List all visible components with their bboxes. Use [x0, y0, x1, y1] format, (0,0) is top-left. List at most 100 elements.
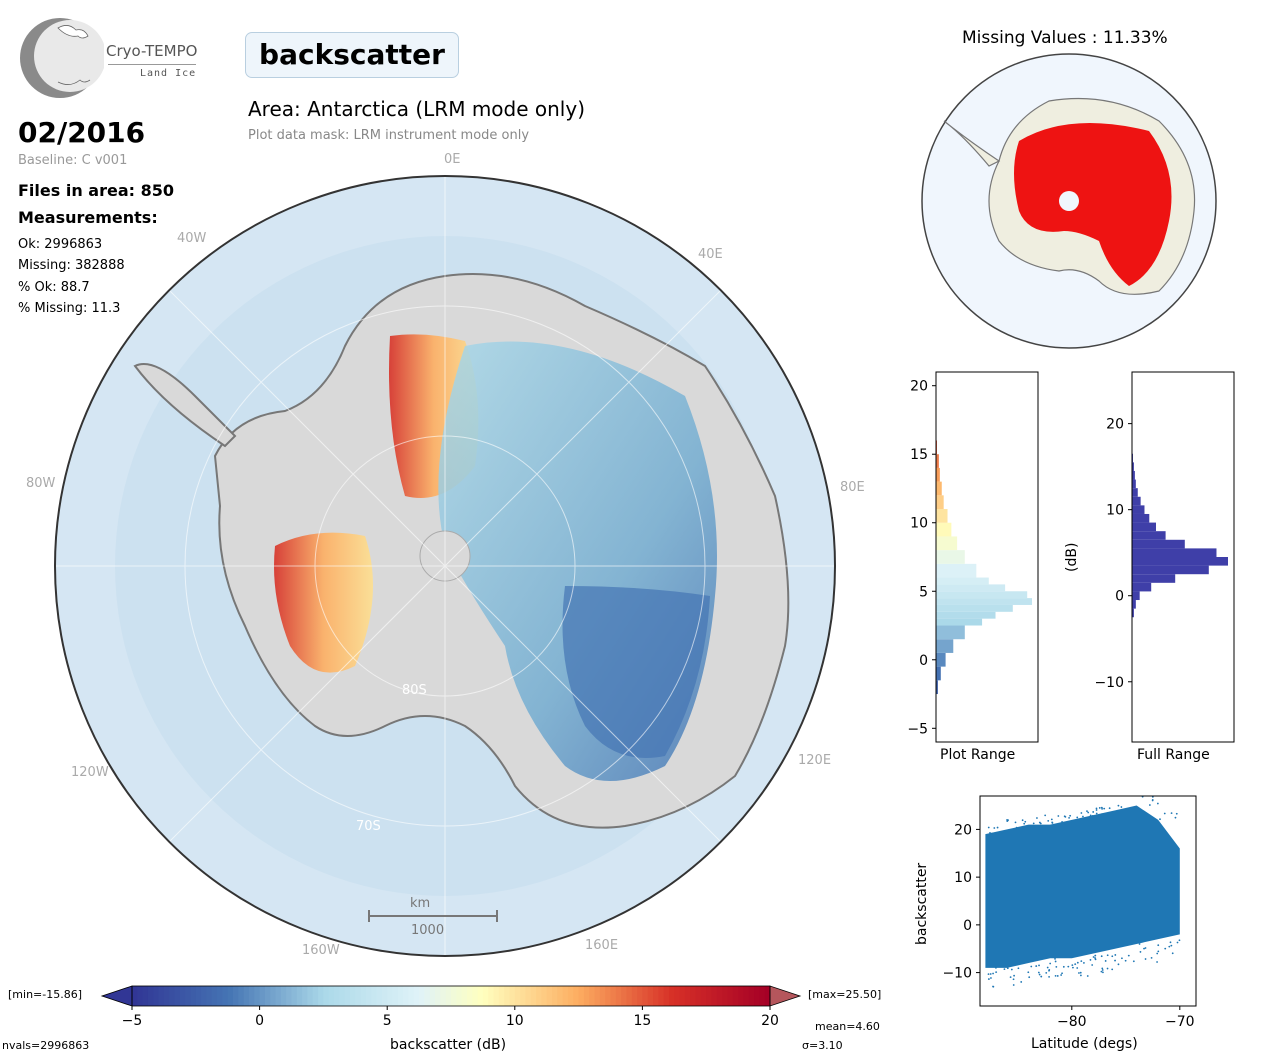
scatter-point — [1021, 828, 1024, 831]
colorbar-segment — [764, 986, 771, 1006]
colorbar-segment — [552, 986, 558, 1006]
colorbar-segment — [206, 986, 213, 1006]
colorbar-tick-label: 5 — [383, 1013, 392, 1029]
files-in-area: Files in area: 850 — [18, 181, 174, 200]
scatter-point — [1088, 817, 1091, 820]
scatter-point — [1127, 954, 1130, 957]
colorbar-segment — [259, 986, 266, 1006]
scatter-point — [1068, 817, 1070, 819]
colorbar-segment — [690, 986, 697, 1006]
scatter-point — [1095, 812, 1098, 815]
histogram-bar — [936, 550, 965, 564]
colorbar-segment — [599, 986, 606, 1006]
scatter-point — [1072, 966, 1074, 969]
colorbar-segment — [408, 986, 415, 1006]
histogram-bar — [1132, 513, 1150, 523]
histogram-bar — [936, 680, 938, 695]
histogram-bar — [1132, 462, 1134, 471]
histogram-bar — [1132, 479, 1136, 489]
colorbar-segment — [716, 986, 723, 1006]
scatter-point — [1111, 968, 1114, 971]
colorbar-segment — [488, 986, 495, 1006]
scatter-point — [1168, 945, 1171, 948]
colorbar-segment — [520, 986, 527, 1006]
mean-stat: mean=4.60 — [815, 1020, 880, 1033]
histogram-bar — [936, 618, 983, 626]
scatter-point — [1051, 822, 1054, 824]
scatter-point — [1087, 811, 1090, 814]
scatter-point — [1079, 971, 1082, 974]
colorbar-segment — [142, 986, 149, 1006]
colorbar-segment — [381, 986, 388, 1006]
scatter-point — [1023, 822, 1026, 825]
histogram-bar — [936, 625, 965, 640]
histogram-bar — [936, 454, 939, 468]
scatter-point — [1055, 965, 1058, 968]
x-tick-label: −80 — [1057, 1014, 1087, 1030]
scalebar-value: 1000 — [411, 923, 445, 938]
scatter-point — [1106, 967, 1109, 970]
scatter-point — [1082, 815, 1084, 818]
colorbar-segment — [615, 986, 622, 1006]
colorbar-segment — [323, 986, 330, 1006]
colorbar-segment — [280, 986, 287, 1006]
scatter-point — [1057, 815, 1060, 817]
histogram-bar — [1132, 522, 1156, 532]
scatter-point — [1151, 798, 1154, 801]
scatter-point — [1175, 812, 1178, 815]
histogram-bar — [1132, 470, 1135, 480]
colorbar-segment — [711, 986, 718, 1006]
histogram-bar — [936, 598, 1032, 605]
y-tick-label: 20 — [954, 822, 972, 838]
y-tick-label: 20 — [1106, 417, 1124, 433]
scatter-point — [1108, 807, 1111, 810]
scatter-point — [1076, 961, 1079, 964]
colorbar-segment — [387, 986, 394, 1006]
scatter-point — [1071, 964, 1074, 966]
scatter-point — [1067, 965, 1070, 968]
histogram-bar — [936, 666, 941, 681]
scatter-point — [1089, 959, 1092, 961]
mask-note: Plot data mask: LRM instrument mode only — [248, 128, 530, 143]
scalebar-line — [368, 915, 498, 917]
colorbar-segment — [482, 986, 489, 1006]
colorbar-segment — [360, 986, 367, 1006]
plot-frame — [935, 371, 1039, 743]
scatter-point — [1030, 965, 1033, 968]
scatter-point — [1038, 973, 1041, 976]
colorbar-segment — [504, 986, 511, 1006]
colorbar-segment — [435, 986, 441, 1006]
y-tick-label: 20 — [910, 379, 928, 395]
scatter-point — [993, 827, 996, 829]
scatter-point — [987, 826, 990, 829]
scatter-point — [1117, 963, 1120, 966]
histogram-bar — [1132, 582, 1152, 592]
scatter-point — [1098, 807, 1101, 809]
colorbar-segment — [605, 986, 612, 1006]
scatter-point — [987, 973, 990, 976]
colorbar-segment — [424, 986, 431, 1006]
scatter-point — [996, 826, 999, 829]
missing-count: Missing: 382888 — [18, 258, 125, 273]
scatter-point — [1156, 961, 1158, 963]
histogram-bar — [936, 611, 996, 619]
scatter-point — [1076, 816, 1079, 819]
scatter-point — [1120, 806, 1123, 808]
y-tick-label: 10 — [954, 870, 972, 886]
scatter-point — [1086, 975, 1089, 977]
scatter-point — [1006, 967, 1009, 970]
scatter-point — [1086, 810, 1088, 813]
y-tick-label: 15 — [910, 447, 928, 463]
colorbar-segment — [658, 986, 665, 1006]
scatter-point — [1069, 814, 1072, 817]
colorbar-segment — [339, 986, 346, 1006]
colorbar-segment — [217, 986, 223, 1006]
scatter-point — [1124, 959, 1127, 962]
scatter-point — [1164, 947, 1167, 950]
scatter-point — [1074, 963, 1077, 966]
full-range-label: Full Range — [1137, 747, 1210, 763]
colorbar-segment — [185, 986, 192, 1006]
scatter-point-cloud — [985, 805, 1180, 968]
colorbar-segment — [578, 986, 585, 1006]
logo-subtitle: Land Ice — [140, 68, 197, 79]
